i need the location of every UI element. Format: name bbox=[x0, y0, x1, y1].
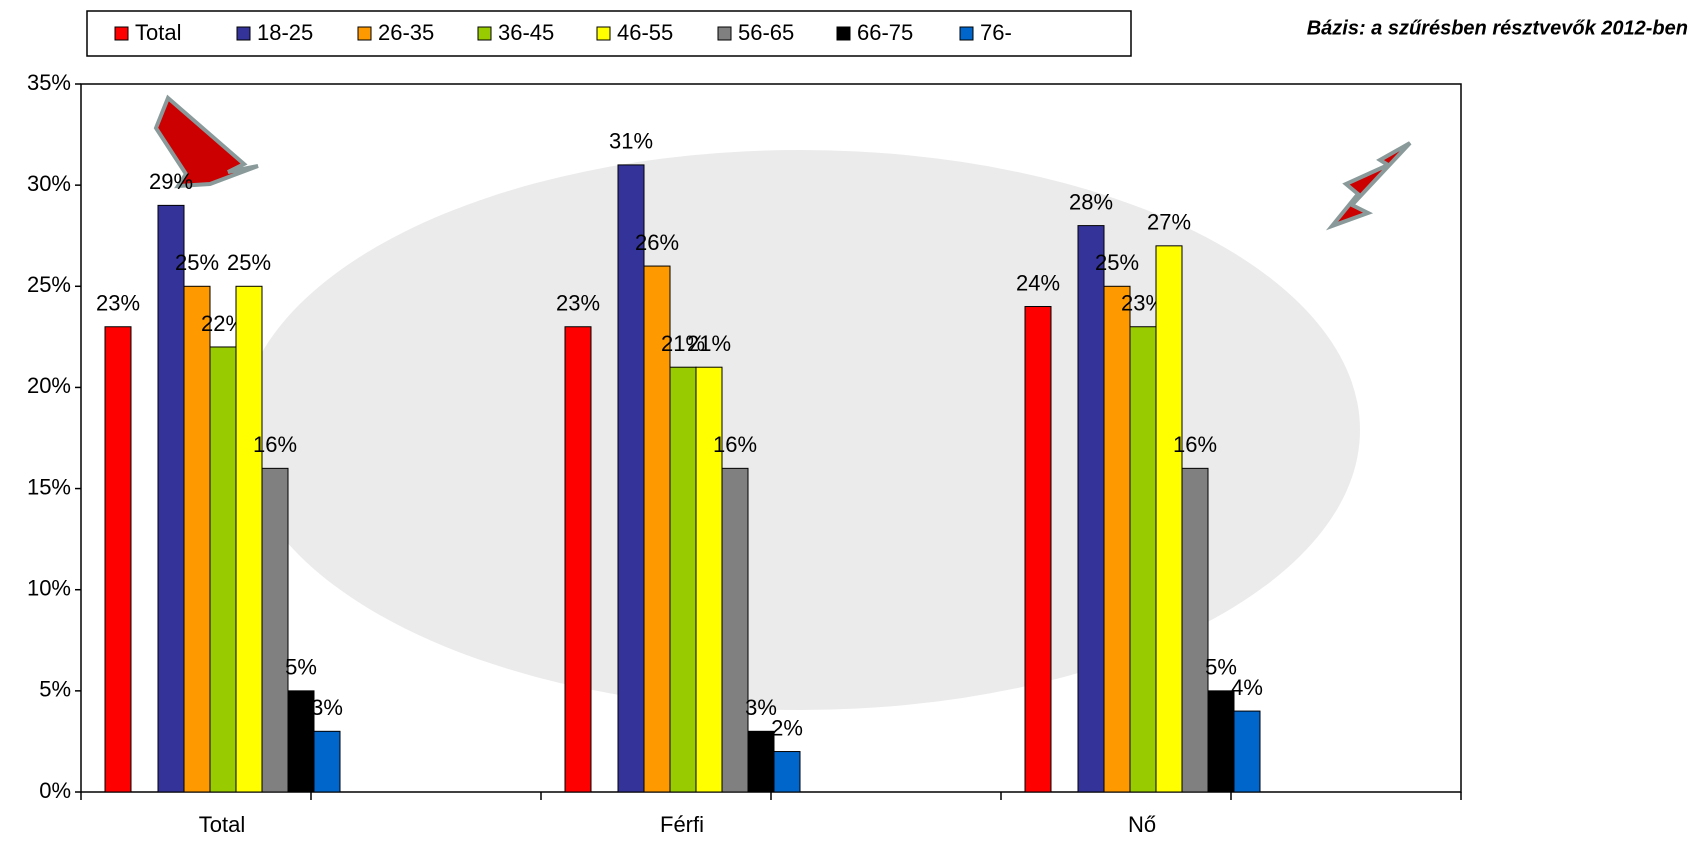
y-tick-label: 25% bbox=[27, 272, 71, 297]
bar bbox=[669, 366, 697, 793]
value-label: 28% bbox=[1069, 189, 1113, 214]
legend-label: 76- bbox=[980, 20, 1012, 45]
bar bbox=[261, 467, 289, 793]
bar bbox=[721, 467, 749, 793]
value-label: 25% bbox=[227, 250, 271, 275]
bar bbox=[1181, 467, 1209, 793]
value-label: 5% bbox=[285, 655, 317, 680]
legend-swatch bbox=[114, 26, 129, 41]
value-label: 4% bbox=[1231, 675, 1263, 700]
y-tick-label: 20% bbox=[27, 373, 71, 398]
legend-label: 46-55 bbox=[617, 20, 673, 45]
x-tick-label: Férfi bbox=[660, 812, 704, 837]
annotation: Bázis: a szűrésben résztvevők 2012-ben bbox=[1307, 17, 1688, 39]
value-label: 25% bbox=[175, 250, 219, 275]
bar bbox=[1207, 690, 1235, 793]
y-tick-label: 35% bbox=[27, 70, 71, 95]
legend-label: 66-75 bbox=[857, 20, 913, 45]
bar bbox=[617, 164, 645, 793]
value-label: 5% bbox=[1205, 655, 1237, 680]
legend-swatch bbox=[357, 26, 372, 41]
legend-label: 36-45 bbox=[498, 20, 554, 45]
bar bbox=[287, 690, 315, 793]
y-tick-label: 10% bbox=[27, 576, 71, 601]
value-label: 21% bbox=[687, 331, 731, 356]
value-label: 2% bbox=[771, 715, 803, 740]
value-label: 29% bbox=[149, 169, 193, 194]
legend-swatch bbox=[959, 26, 974, 41]
bar bbox=[1233, 710, 1261, 793]
bar bbox=[104, 326, 132, 793]
y-tick-label: 0% bbox=[39, 778, 71, 803]
value-label: 31% bbox=[609, 129, 653, 154]
bar bbox=[773, 751, 801, 793]
bar bbox=[564, 326, 592, 793]
bar bbox=[643, 265, 671, 793]
legend-label: 56-65 bbox=[738, 20, 794, 45]
bar bbox=[695, 366, 723, 793]
x-tick-label: Total bbox=[199, 812, 245, 837]
legend-swatch bbox=[477, 26, 492, 41]
value-label: 16% bbox=[1173, 432, 1217, 457]
arrow bbox=[1325, 141, 1412, 231]
value-label: 26% bbox=[635, 230, 679, 255]
value-label: 3% bbox=[745, 695, 777, 720]
value-label: 23% bbox=[556, 291, 600, 316]
bar bbox=[183, 285, 211, 793]
bar bbox=[747, 730, 775, 793]
bar bbox=[1103, 285, 1131, 793]
value-label: 21% bbox=[661, 331, 705, 356]
bar bbox=[1077, 225, 1105, 793]
bar bbox=[1129, 326, 1157, 793]
x-tick-label: Nő bbox=[1128, 812, 1156, 837]
legend-label: 18-25 bbox=[257, 20, 313, 45]
y-tick-label: 30% bbox=[27, 171, 71, 196]
legend-swatch bbox=[236, 26, 251, 41]
legend-swatch bbox=[836, 26, 851, 41]
bar bbox=[1155, 245, 1183, 793]
y-tick-label: 5% bbox=[39, 677, 71, 702]
value-label: 16% bbox=[713, 432, 757, 457]
legend-swatch bbox=[717, 26, 732, 41]
bar bbox=[209, 346, 237, 793]
legend-label: 26-35 bbox=[378, 20, 434, 45]
legend-label: Total bbox=[135, 20, 181, 45]
value-label: 16% bbox=[253, 432, 297, 457]
value-label: 23% bbox=[96, 291, 140, 316]
bar bbox=[157, 204, 185, 793]
value-label: 25% bbox=[1095, 250, 1139, 275]
y-tick-label: 15% bbox=[27, 474, 71, 499]
arrow bbox=[153, 94, 259, 189]
bar bbox=[235, 285, 263, 793]
value-label: 27% bbox=[1147, 210, 1191, 235]
value-label: 3% bbox=[311, 695, 343, 720]
bar bbox=[1024, 306, 1052, 793]
legend-swatch bbox=[596, 26, 611, 41]
value-label: 24% bbox=[1016, 270, 1060, 295]
bar bbox=[313, 730, 341, 793]
